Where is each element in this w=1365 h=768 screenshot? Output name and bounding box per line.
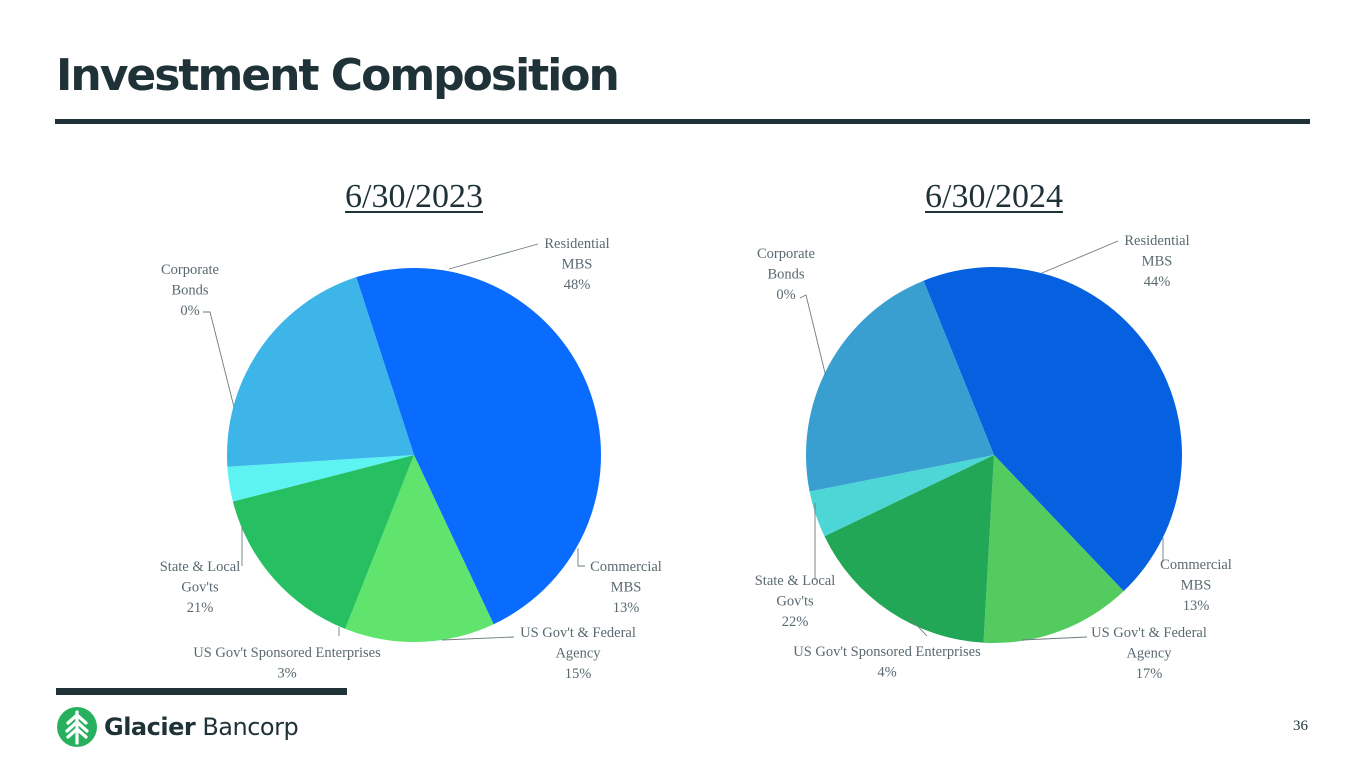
slice-label-line: Residential	[544, 236, 609, 252]
slice-label-line: 0%	[180, 303, 199, 319]
pie-slice-residential-mbs	[923, 267, 1182, 592]
chart-title-2024: 6/30/2024	[925, 178, 1063, 215]
slice-label: US Gov't Sponsored Enterprises 3%	[193, 627, 381, 682]
pie-slice-state-local-gov-ts	[227, 277, 414, 467]
slice-label-line: 13%	[1183, 598, 1210, 614]
slice-label: Residential MBS 48%	[448, 236, 610, 293]
slice-label: Corporate Bonds 0%	[161, 262, 235, 408]
slice-label-line: US Gov't & Federal	[1091, 625, 1207, 641]
slice-label-line: State & Local	[160, 559, 241, 575]
slice-label-line: Commercial	[1160, 557, 1232, 573]
page-number: 36	[1293, 718, 1308, 734]
slice-label-line: Corporate	[757, 246, 815, 262]
slice-label-line: 22%	[782, 614, 809, 630]
chart-title-2023: 6/30/2023	[345, 178, 483, 215]
slice-label: State & Local Gov'ts 21%	[160, 527, 243, 616]
leader-line	[909, 617, 928, 637]
leader-line	[1041, 240, 1119, 274]
leader-line	[1021, 636, 1088, 641]
slice-label: Corporate Bonds 0%	[757, 246, 827, 378]
slice-label-line: Commercial	[590, 559, 662, 575]
pie-slice-commercial-mbs	[983, 455, 1124, 644]
slice-label-line: 15%	[565, 666, 592, 682]
slice-label-line: Gov'ts	[181, 580, 219, 596]
slice-label: Commercial MBS 13%	[1160, 538, 1232, 614]
slice-label-line: State & Local	[755, 573, 836, 589]
pie-slice-us-gov-t-federal-agency	[232, 455, 414, 629]
slice-label-line: US Gov't Sponsored Enterprises	[193, 645, 381, 661]
pie-1	[805, 267, 1182, 644]
pie-slice-us-gov-t-federal-agency	[824, 455, 994, 643]
slice-label-line: Agency	[1126, 646, 1172, 662]
slice-label-line: US Gov't & Federal	[520, 625, 636, 641]
slice-label-line: MBS	[1181, 578, 1212, 594]
pie-0	[227, 267, 602, 642]
slice-label-line: 48%	[564, 277, 591, 293]
slice-label: US Gov't & Federal Agency 15%	[441, 625, 636, 682]
slice-label-line: 17%	[1136, 666, 1163, 682]
slice-label-line: Agency	[555, 646, 601, 662]
brand-bold: Glacier	[104, 713, 196, 741]
slice-label: State & Local Gov'ts 22%	[755, 503, 836, 630]
slice-label: Commercial MBS 13%	[577, 548, 662, 616]
leader-line	[203, 311, 235, 408]
slice-label-line: 21%	[187, 600, 214, 616]
pie-slice-state-local-gov-ts	[805, 280, 994, 492]
slice-label-line: MBS	[562, 257, 593, 273]
slice-label-line: Gov'ts	[776, 594, 814, 610]
slice-label-line: 13%	[613, 600, 640, 616]
leader-line	[577, 548, 585, 567]
slice-label-line: 0%	[776, 287, 795, 303]
slice-label-line: Residential	[1124, 233, 1189, 249]
slice-label: US Gov't Sponsored Enterprises 4%	[793, 617, 981, 681]
slice-label-line: US Gov't Sponsored Enterprises	[793, 644, 981, 660]
title-divider	[55, 119, 1310, 124]
slice-label: Residential MBS 44%	[1041, 233, 1190, 290]
slice-label-line: 44%	[1144, 274, 1171, 290]
pie-slice-us-gov-t-sponsored-enterprises	[227, 455, 414, 502]
leader-line	[448, 243, 539, 270]
slice-label-line: Bonds	[171, 283, 208, 299]
brand-light: Bancorp	[195, 713, 299, 741]
slice-label-line: MBS	[1142, 254, 1173, 270]
pie-slice-residential-mbs	[356, 267, 602, 625]
slice-label-line: 3%	[277, 666, 296, 682]
brand-name: Glacier Bancorp	[104, 713, 299, 741]
page-title: Investment Composition	[56, 50, 620, 101]
slice-label-line: Bonds	[767, 267, 804, 283]
leader-line	[799, 294, 827, 378]
footer-divider	[56, 688, 347, 695]
slice-label-line: Corporate	[161, 262, 219, 278]
leader-line	[441, 636, 515, 641]
pie-slice-us-gov-t-sponsored-enterprises	[809, 455, 994, 537]
glacier-logo-icon	[57, 707, 97, 747]
slice-label-line: 4%	[877, 665, 896, 681]
slice-label: US Gov't & Federal Agency 17%	[1021, 625, 1207, 682]
pie-slice-commercial-mbs	[345, 455, 494, 642]
slice-label-line: MBS	[611, 580, 642, 596]
